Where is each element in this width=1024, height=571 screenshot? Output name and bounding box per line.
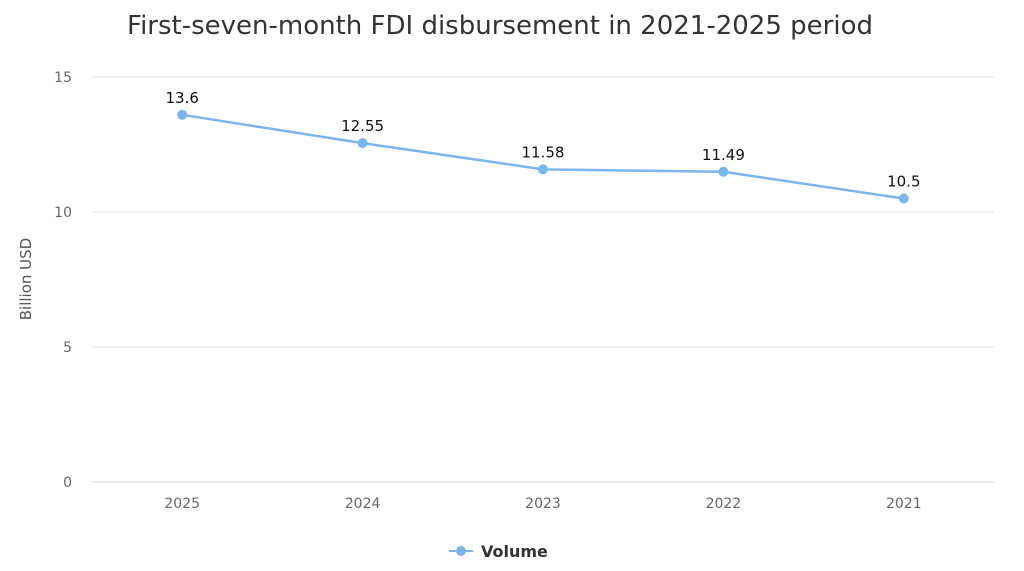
x-tick-label: 2025 bbox=[164, 496, 200, 512]
x-tick-label: 2021 bbox=[886, 496, 922, 512]
data-point[interactable] bbox=[357, 138, 368, 149]
y-tick-label: 0 bbox=[63, 475, 72, 491]
y-tick-label: 5 bbox=[63, 340, 72, 356]
y-tick-label: 10 bbox=[54, 205, 72, 221]
data-label: 12.55 bbox=[341, 117, 384, 135]
series-volume[interactable] bbox=[177, 109, 909, 204]
data-label: 13.6 bbox=[165, 89, 198, 107]
y-tick-label: 15 bbox=[54, 70, 72, 86]
data-point[interactable] bbox=[538, 164, 548, 175]
legend-item-volume[interactable]: Volume bbox=[481, 542, 548, 561]
gridlines bbox=[92, 76, 994, 483]
data-labels: 13.6 12.55 11.58 11.49 10.5 bbox=[165, 89, 920, 191]
data-label: 11.58 bbox=[522, 143, 565, 161]
chart-title: First-seven-month FDI disbursement in 20… bbox=[127, 11, 873, 41]
data-point[interactable] bbox=[177, 109, 188, 120]
legend[interactable]: Volume bbox=[449, 542, 548, 561]
x-axis-ticks: 2025 2024 2023 2022 2021 bbox=[164, 496, 921, 512]
x-tick-label: 2022 bbox=[706, 496, 742, 512]
data-label: 10.5 bbox=[887, 173, 920, 191]
x-tick-label: 2023 bbox=[525, 496, 561, 512]
y-axis-ticks: 0 5 10 15 bbox=[54, 70, 72, 491]
x-tick-label: 2024 bbox=[345, 496, 381, 512]
y-axis-title: Billion USD bbox=[17, 238, 35, 320]
data-point[interactable] bbox=[898, 193, 909, 204]
data-point[interactable] bbox=[718, 166, 729, 177]
data-label: 11.49 bbox=[702, 146, 745, 164]
legend-marker-icon bbox=[456, 546, 466, 556]
